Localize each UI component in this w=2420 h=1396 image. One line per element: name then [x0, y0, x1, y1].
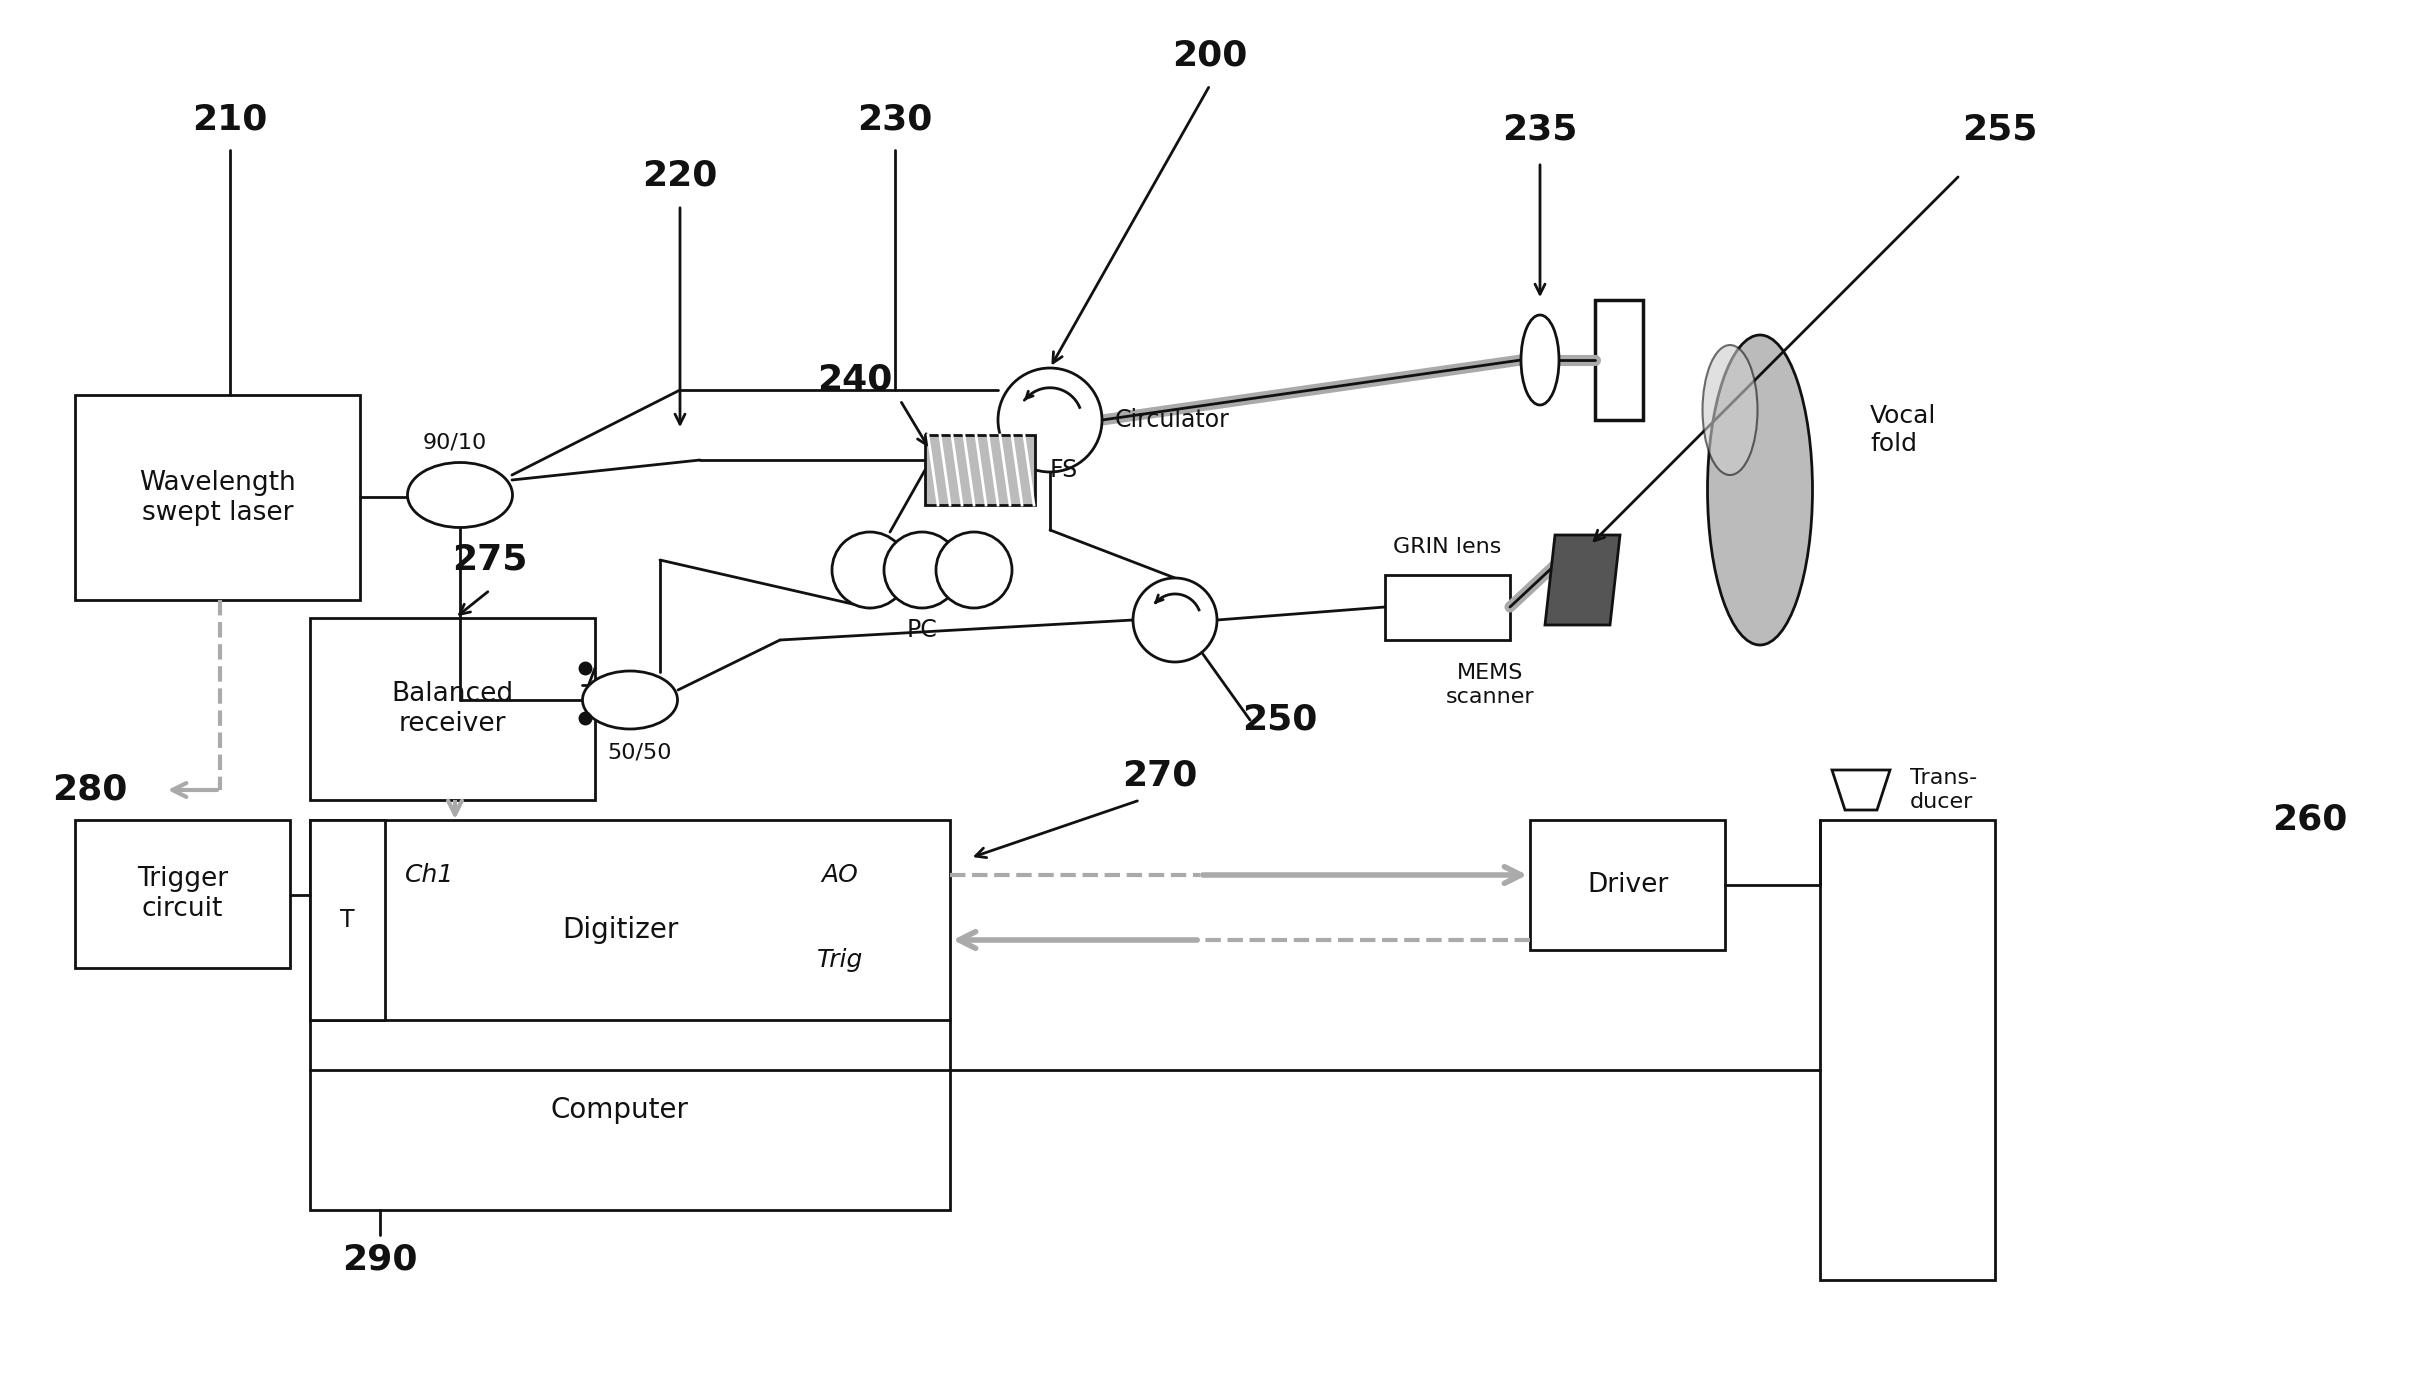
Circle shape [937, 532, 1012, 609]
Text: Digitizer: Digitizer [561, 916, 678, 944]
Text: 290: 290 [341, 1242, 419, 1277]
Text: 255: 255 [1963, 113, 2038, 147]
Text: 270: 270 [1123, 758, 1198, 792]
Text: 240: 240 [818, 363, 893, 396]
Text: GRIN lens: GRIN lens [1394, 537, 1503, 557]
Ellipse shape [583, 671, 678, 729]
FancyBboxPatch shape [310, 819, 951, 1210]
FancyBboxPatch shape [75, 395, 361, 600]
Text: 260: 260 [2272, 803, 2347, 838]
Text: Vocal
fold: Vocal fold [1871, 403, 1936, 456]
Text: 250: 250 [1241, 704, 1316, 737]
FancyBboxPatch shape [75, 819, 290, 967]
Text: Wavelength
swept laser: Wavelength swept laser [138, 469, 295, 525]
Text: Balanced
receiver: Balanced receiver [392, 681, 513, 737]
FancyBboxPatch shape [1384, 575, 1510, 639]
Circle shape [883, 532, 961, 609]
Text: FS: FS [1050, 458, 1079, 482]
Ellipse shape [1709, 335, 1813, 645]
Text: Computer: Computer [552, 1096, 690, 1124]
Polygon shape [1544, 535, 1619, 625]
Text: Trig: Trig [818, 948, 864, 972]
Text: T: T [341, 907, 356, 933]
Text: 280: 280 [53, 773, 128, 807]
Text: MEMS
scanner: MEMS scanner [1445, 663, 1534, 706]
Text: 220: 220 [641, 158, 719, 193]
Text: 200: 200 [1171, 38, 1249, 73]
Text: Trans-
ducer: Trans- ducer [1909, 768, 1977, 811]
Text: PC: PC [908, 618, 937, 642]
Text: AO: AO [823, 863, 859, 886]
Text: 90/10: 90/10 [424, 433, 486, 452]
Text: 50/50: 50/50 [607, 743, 673, 762]
Circle shape [832, 532, 908, 609]
FancyBboxPatch shape [310, 819, 385, 1020]
Ellipse shape [1522, 315, 1558, 405]
Text: Trigger
circuit: Trigger circuit [138, 866, 227, 921]
FancyBboxPatch shape [1529, 819, 1725, 951]
Ellipse shape [407, 462, 513, 528]
Text: Circulator: Circulator [1116, 408, 1229, 431]
Text: 235: 235 [1503, 113, 1578, 147]
Circle shape [1133, 578, 1217, 662]
FancyBboxPatch shape [1820, 819, 1994, 1280]
Polygon shape [1832, 771, 1890, 810]
Text: Ch1: Ch1 [407, 863, 455, 886]
Ellipse shape [1704, 345, 1757, 475]
Text: 275: 275 [453, 543, 528, 577]
FancyBboxPatch shape [310, 618, 595, 800]
Circle shape [997, 369, 1101, 472]
FancyBboxPatch shape [924, 436, 1036, 505]
Text: Driver: Driver [1588, 872, 1667, 898]
Text: 230: 230 [857, 103, 932, 137]
FancyBboxPatch shape [1595, 300, 1643, 420]
Text: 210: 210 [191, 103, 269, 137]
